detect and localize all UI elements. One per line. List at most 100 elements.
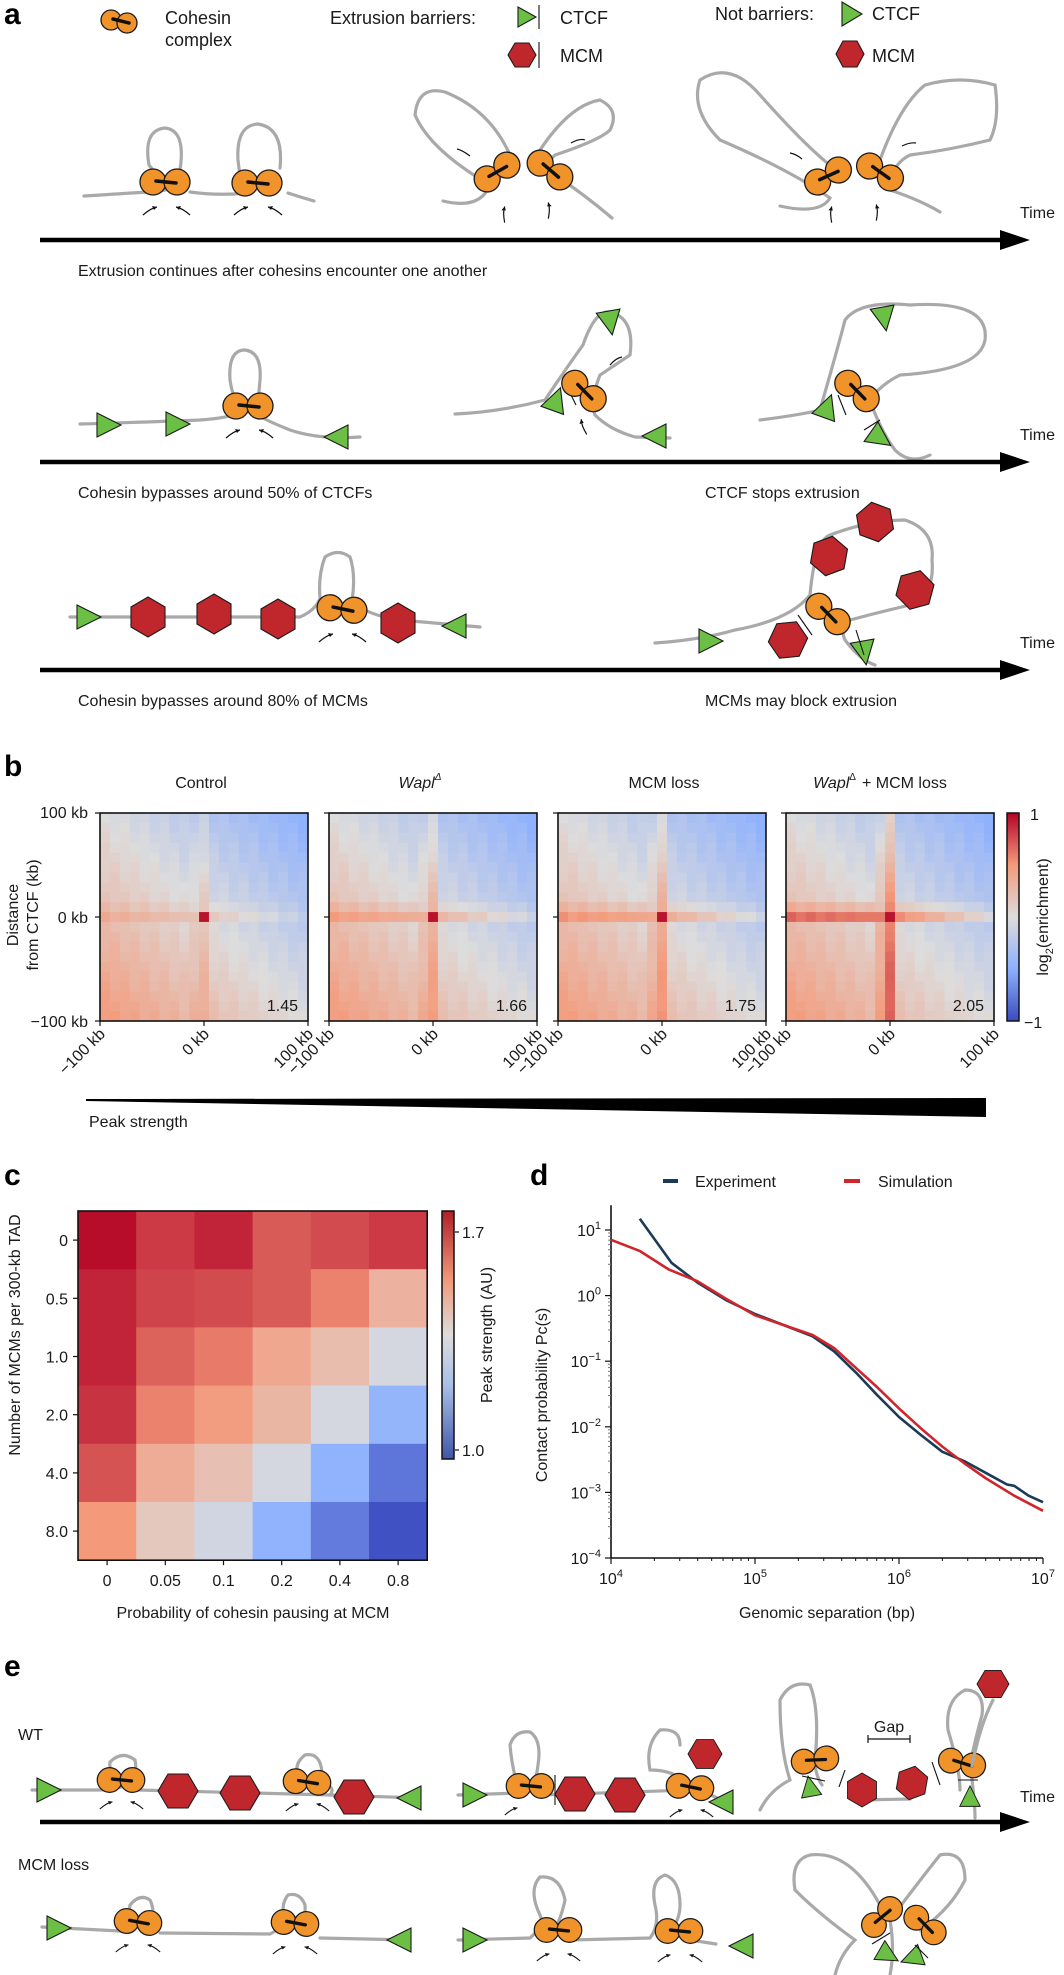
apa-cell [736,852,747,863]
apa-cell [139,971,150,982]
apa-cell [159,921,170,933]
apa-cell [457,1011,469,1022]
apa-cell [119,872,131,883]
time-arrowhead-3 [1000,660,1030,680]
apa-cell [627,842,638,854]
apa-cell [865,832,876,844]
heatmap-cell [369,1385,428,1445]
apa-cell [617,971,628,982]
apa-cell [408,842,419,854]
apa-cell [517,971,528,982]
apa-cell [428,941,439,953]
apa-cell [934,882,945,893]
apa-cell [278,951,289,962]
apa-cell [934,822,945,834]
apa-cell [627,941,638,953]
apa-cell [676,882,688,893]
apa-cell [418,1001,429,1012]
y-axis-label-2: from CTCF (kb) [25,859,42,970]
apa-cell [607,822,618,834]
apa-cell [179,971,190,982]
apa-cell [487,971,498,982]
apa-cell [637,931,648,943]
apa-cell [447,1001,459,1012]
apa-cell [746,822,757,834]
apa-cell [228,1011,240,1022]
apa-cell [647,971,658,982]
colorbar-b [1006,812,1020,1022]
apa-cell [924,882,935,893]
apa-cell [258,822,269,834]
apa-cell [428,951,439,962]
apa-cell [726,892,737,903]
apa-cell [666,902,678,913]
apa-cell [218,813,230,824]
apa-cell [248,832,259,844]
apa-cell [348,971,360,982]
mcm-site [196,593,232,635]
apa-cell [208,902,220,913]
apa-cell [218,872,230,883]
apa-cell [795,931,807,943]
apa-cell [577,872,589,883]
apa-cell [477,1001,488,1012]
apa-cell [617,961,628,972]
apa-cell [418,832,429,844]
apa-cell [786,1011,797,1022]
apa-cell [666,842,678,854]
apa-cell [278,912,289,923]
apa-cell [924,822,935,834]
apa-cell [825,822,836,834]
apa-cell [238,931,249,943]
apa-cell [258,862,269,873]
apa-cell [258,921,269,933]
apa-cell [298,902,309,913]
apa-cell [676,981,688,992]
apa-cell [944,852,955,863]
apa-cell [954,842,965,854]
apa-cell [447,902,459,913]
heatmap-cell [78,1211,137,1270]
apa-cell [786,832,797,844]
apa-cell [189,981,200,992]
apa-cell [637,832,648,844]
apa-cell [657,852,668,863]
apa-cell [100,862,111,873]
apa-cell [258,941,269,953]
heatmap-cell [369,1327,428,1387]
apa-cell [894,852,906,863]
apa-cell [726,951,737,962]
x-tick-label: 0 [103,1573,112,1590]
apa-cell [169,951,180,962]
apa-cell [558,813,569,824]
apa-cell [208,912,220,923]
apa-cell [238,921,249,933]
apa-cell [408,1001,419,1012]
apa-cell [348,822,360,834]
apa-cell [855,822,866,834]
apa-cell [368,1001,379,1012]
apa-cell [894,961,906,972]
apa-cell [706,1001,717,1012]
legend-barriers-title: Extrusion barriers: [330,8,476,28]
apa-cell [666,872,678,883]
apa-cell [795,941,807,953]
apa-cell [109,912,121,923]
apa-cell [597,1011,608,1022]
apa-cell [964,882,975,893]
apa-cell [885,852,896,863]
apa-cell [199,1011,210,1022]
apa-cell [835,813,846,824]
apa-cell [567,951,579,962]
apa-cell [149,852,160,863]
apa-cell [637,1011,648,1022]
apa-cell [647,981,658,992]
apa-cell [567,961,579,972]
apa-cell [974,991,985,1002]
apa-cell [159,822,170,834]
apa-cell [388,961,399,972]
x-tick-label: 0 kb [637,1026,670,1059]
apa-cell [298,882,309,893]
legend-barriers: Extrusion barriers: CTCF MCM [330,5,608,68]
apa-cell [567,813,579,824]
